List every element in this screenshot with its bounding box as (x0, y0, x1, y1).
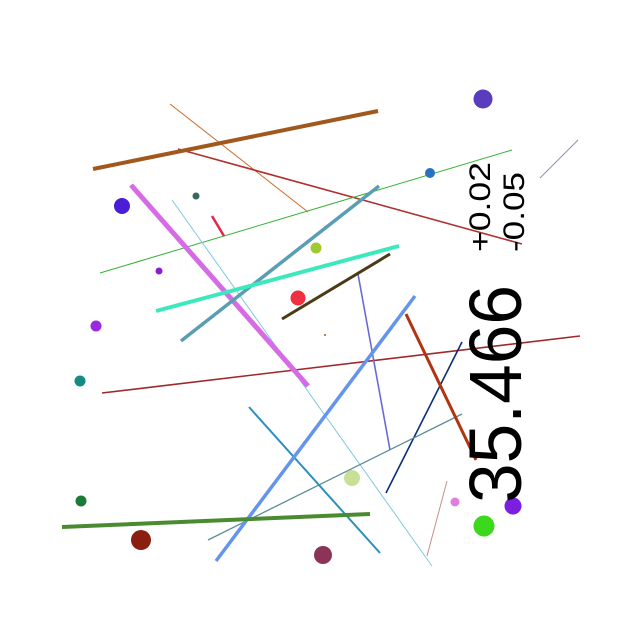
dot-pink-small (450, 497, 460, 507)
line-green-thick (61, 512, 371, 529)
dot-purple-large (473, 89, 493, 109)
dot-blue-small (425, 168, 435, 178)
line-red-diagonal (177, 148, 523, 245)
line-cornflower-thick (214, 294, 417, 563)
dot-darkteal-tiny (192, 192, 200, 200)
line-blue-violet (357, 273, 391, 451)
line-brown-thick (92, 109, 379, 171)
line-thin-skyblue (171, 199, 433, 567)
dot-palegreen (344, 470, 360, 486)
dot-teal (74, 375, 86, 387)
readout-group: 35.466 +0.02 -0.05 (454, 162, 537, 503)
dot-plum (314, 546, 332, 564)
dot-yellowgreen (310, 242, 322, 254)
line-steelblue-thick (179, 184, 381, 343)
readout-delta-lower: -0.05 (498, 172, 531, 252)
line-magenta-thick (129, 183, 310, 388)
line-thin-lavender (539, 139, 579, 179)
readout-delta-upper: +0.02 (464, 162, 497, 252)
line-rose (426, 480, 448, 557)
line-aqua-thick (155, 244, 400, 313)
line-navy (385, 341, 463, 494)
dot-darkred (131, 530, 151, 550)
dot-indigo (114, 198, 130, 214)
readout-value: 35.466 (454, 285, 537, 503)
dot-red (290, 290, 306, 306)
line-darkolive (281, 252, 391, 321)
dot-brown-tiny (324, 334, 326, 336)
dot-green (473, 515, 495, 537)
dot-darkgreen (75, 495, 87, 507)
line-red-short (210, 215, 226, 237)
line-maroon (101, 335, 581, 394)
dot-violet-tiny (155, 267, 163, 275)
dot-purple-small (90, 320, 102, 332)
dot-violet (504, 497, 522, 515)
line-thin-orange (169, 103, 309, 213)
line-thin-green (99, 149, 513, 274)
line-cerulean (248, 406, 381, 554)
line-rust (404, 313, 478, 461)
